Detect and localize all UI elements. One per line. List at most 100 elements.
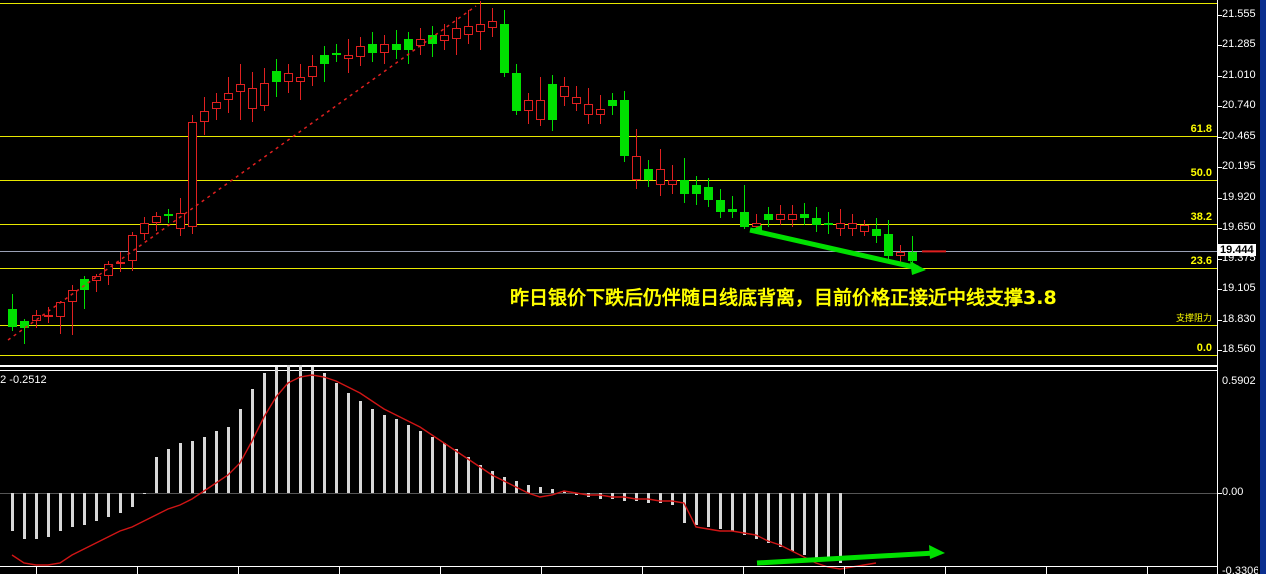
macd-histogram-bar	[83, 493, 86, 525]
candle-body	[56, 302, 65, 317]
macd-histogram-bar	[383, 415, 386, 493]
macd-histogram-bar	[539, 487, 542, 493]
date-axis-tick	[642, 567, 643, 574]
macd-histogram-bar	[275, 367, 278, 493]
candle-body	[476, 23, 485, 33]
macd-histogram-bar	[683, 493, 686, 523]
macd-histogram-bar	[587, 493, 590, 497]
fib-level-label: 23.6	[1190, 255, 1212, 267]
fib-gridline	[0, 136, 1218, 137]
macd-histogram-bar	[743, 493, 746, 535]
price-axis-gutter[interactable]: 21.555 21.285 21.010 20.740 20.465 20.195 19.9…	[1217, 0, 1266, 574]
candle-body	[488, 21, 497, 28]
price-axis-label: 18.560	[1222, 343, 1256, 356]
candle-body	[368, 43, 377, 53]
candle-body	[788, 213, 797, 221]
candle-body	[188, 122, 197, 228]
candle-wick	[672, 164, 673, 194]
macd-histogram-bar	[479, 465, 482, 493]
candle-body	[284, 72, 293, 82]
candle-body	[896, 251, 905, 257]
fib-level-label: 38.2	[1190, 211, 1212, 223]
macd-chart-panel[interactable]: 12 -0.2512	[0, 365, 1218, 574]
macd-histogram-bar	[11, 493, 14, 531]
fib-level-label: 支撑阻力	[1175, 313, 1212, 323]
price-axis-label: 20.465	[1222, 130, 1256, 143]
price-axis-label: 20.195	[1222, 160, 1256, 173]
macd-histogram-bar	[239, 409, 242, 493]
candle-body	[392, 43, 401, 51]
macd-histogram-bar	[215, 431, 218, 493]
macd-histogram-bar	[575, 493, 578, 495]
macd-histogram-bar	[203, 437, 206, 493]
window-edge-inner	[1258, 0, 1260, 574]
candle-body	[860, 224, 869, 232]
macd-histogram-bar	[191, 441, 194, 493]
fib-gridline	[0, 3, 1218, 4]
candle-body	[812, 218, 821, 225]
macd-histogram-bar	[263, 373, 266, 493]
price-axis-tick	[1218, 167, 1222, 169]
macd-histogram-bar	[311, 367, 314, 493]
candle-body	[632, 155, 641, 181]
candle-body	[656, 169, 665, 185]
macd-histogram-bar	[155, 457, 158, 493]
macd-histogram-bar	[419, 431, 422, 493]
macd-histogram-bar	[827, 493, 830, 561]
macd-axis-tick	[1218, 493, 1222, 494]
candle-body	[848, 222, 857, 230]
macd-histogram-bar	[47, 493, 50, 537]
candle-body	[644, 169, 653, 181]
divergence-arrow-macd	[756, 545, 945, 566]
fib-level-label: 61.8	[1190, 123, 1212, 135]
candle-body	[296, 77, 305, 82]
fib-gridline	[0, 325, 1218, 326]
price-axis-tick	[1218, 320, 1222, 322]
candle-body	[728, 209, 737, 212]
price-axis-tick	[1218, 137, 1222, 139]
candle-body	[116, 261, 125, 265]
macd-histogram-bar	[659, 493, 662, 503]
window-edge-scrollbar[interactable]	[1260, 0, 1266, 574]
candle-body	[152, 216, 161, 223]
macd-histogram-bar	[599, 493, 602, 499]
price-axis-label: 18.830	[1222, 313, 1256, 326]
candle-body	[716, 200, 725, 212]
price-chart-panel[interactable]: 61.8 50.0 38.2 23.6 支撑阻力 0.0 昨日银价下跌后仍伴随日线底背离，…	[0, 0, 1218, 366]
date-axis[interactable]	[0, 566, 1218, 574]
macd-histogram-bar	[23, 493, 26, 539]
candle-body	[200, 110, 209, 122]
date-axis-tick	[339, 567, 340, 574]
fib-gridline	[0, 180, 1218, 181]
candle-body	[404, 39, 413, 51]
macd-histogram-bar	[515, 481, 518, 493]
macd-histogram-bar	[407, 425, 410, 493]
candle-body	[32, 314, 41, 322]
price-axis-label: 19.650	[1222, 221, 1256, 234]
candle-body	[512, 72, 521, 111]
macd-histogram-bar	[179, 443, 182, 493]
panel-separator-top	[0, 366, 1218, 367]
price-axis-label: 19.105	[1222, 282, 1256, 295]
date-axis-tick	[743, 567, 744, 574]
price-axis-tick	[1218, 259, 1222, 261]
candle-body	[416, 39, 425, 46]
fib-level-label: 0.0	[1196, 342, 1212, 354]
macd-histogram-bar	[323, 373, 326, 493]
macd-histogram-bar	[527, 485, 530, 493]
macd-histogram-bar	[287, 365, 290, 493]
date-axis-tick	[238, 567, 239, 574]
candle-body	[248, 88, 257, 109]
candle-body	[176, 212, 185, 230]
candle-body	[272, 70, 281, 82]
date-axis-tick	[1147, 567, 1148, 574]
candle-body	[44, 314, 53, 317]
fib-gridline	[0, 268, 1218, 269]
date-axis-tick	[440, 567, 441, 574]
fib-gridline	[0, 224, 1218, 225]
candle-body	[608, 99, 617, 107]
macd-overlay-annotations	[11, 374, 945, 570]
price-axis-label: 19.920	[1222, 191, 1256, 204]
macd-histogram-bar	[803, 493, 806, 555]
